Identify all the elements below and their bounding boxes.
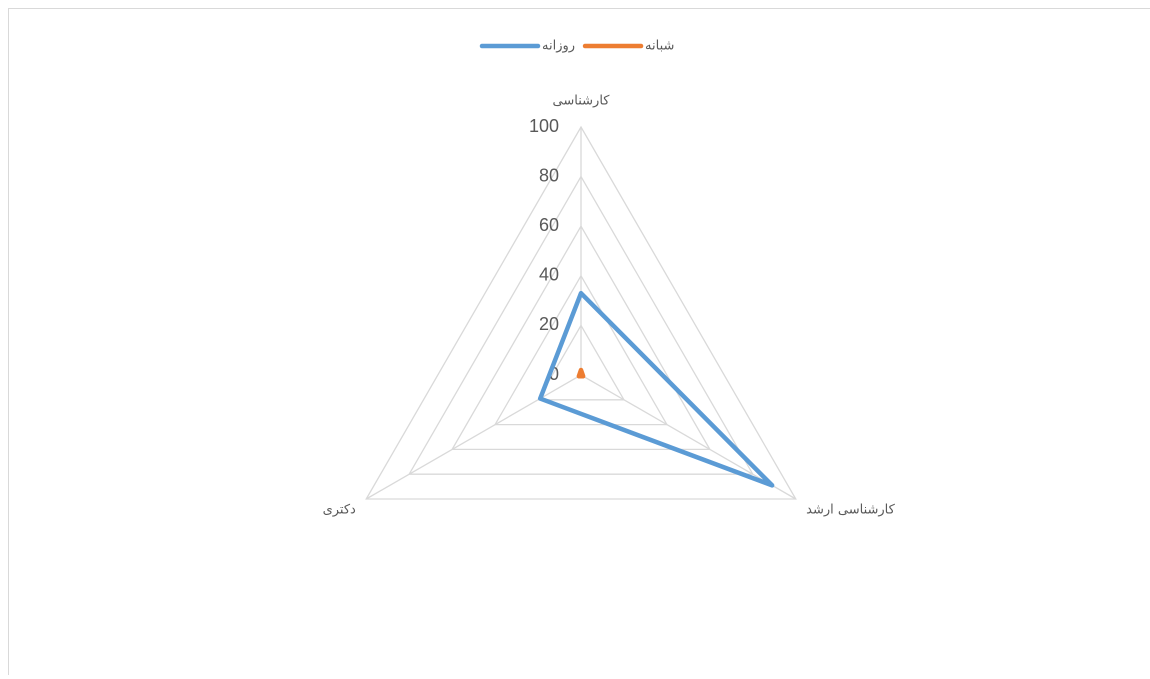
- radial-tick-label: 40: [539, 265, 559, 285]
- radial-tick-label: 100: [529, 116, 559, 136]
- radial-tick-label: 20: [539, 314, 559, 334]
- legend-label: روزانه: [542, 39, 575, 54]
- category-label: کارشناسی: [553, 94, 611, 109]
- category-label: کارشناسی ارشد: [806, 503, 895, 518]
- series-line: [579, 370, 583, 376]
- radial-tick-label: 80: [539, 165, 559, 185]
- radial-tick-label: 60: [539, 215, 559, 235]
- legend-label: شبانه: [645, 39, 674, 54]
- category-label: دکتری: [323, 503, 356, 518]
